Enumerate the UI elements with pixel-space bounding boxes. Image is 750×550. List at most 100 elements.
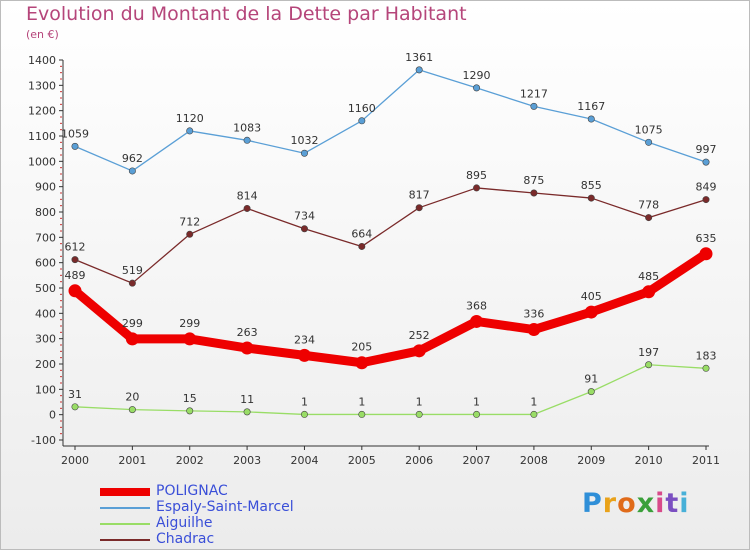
data-point bbox=[186, 230, 194, 238]
chart-subtitle: (en €) bbox=[26, 28, 59, 41]
y-minor-tick bbox=[60, 173, 62, 175]
data-label: 1160 bbox=[348, 102, 376, 115]
y-minor-tick bbox=[60, 293, 62, 295]
y-tick-label: 1400 bbox=[28, 54, 56, 67]
y-minor-tick bbox=[60, 205, 62, 207]
data-label: 1167 bbox=[577, 100, 605, 113]
x-tick-label: 2007 bbox=[463, 454, 491, 467]
data-label: 1290 bbox=[463, 69, 491, 82]
logo-letter: i bbox=[655, 488, 666, 519]
data-point bbox=[71, 142, 79, 150]
y-minor-tick bbox=[60, 141, 62, 143]
data-label: 31 bbox=[68, 388, 82, 401]
data-label: 11 bbox=[240, 393, 254, 406]
y-minor-tick bbox=[60, 116, 62, 118]
data-point bbox=[240, 341, 254, 355]
data-point bbox=[355, 356, 369, 370]
data-label: 1 bbox=[530, 395, 537, 408]
legend-label: Aiguilhe bbox=[156, 515, 213, 531]
data-point bbox=[642, 285, 656, 299]
x-tick-label: 2002 bbox=[176, 454, 204, 467]
legend-item: Chadrac bbox=[100, 531, 360, 548]
y-minor-tick bbox=[60, 179, 62, 181]
data-point bbox=[128, 406, 136, 414]
data-point bbox=[243, 408, 251, 416]
x-tick-label: 2001 bbox=[118, 454, 146, 467]
data-label: 489 bbox=[65, 269, 86, 282]
data-point bbox=[183, 332, 197, 346]
y-minor-tick bbox=[60, 274, 62, 276]
y-minor-tick bbox=[60, 78, 62, 80]
y-minor-tick bbox=[60, 344, 62, 346]
series-line-chadrac bbox=[74, 187, 707, 284]
series-line-aiguilhe bbox=[74, 364, 707, 416]
data-label: 855 bbox=[581, 179, 602, 192]
data-point bbox=[128, 279, 136, 287]
y-minor-tick bbox=[60, 325, 62, 327]
logo-letter: x bbox=[636, 488, 656, 519]
y-minor-tick bbox=[60, 350, 62, 352]
data-label: 485 bbox=[638, 270, 659, 283]
data-label: 252 bbox=[409, 329, 430, 342]
data-point bbox=[71, 403, 79, 411]
legend-item: Espaly-Saint-Marcel bbox=[100, 499, 360, 516]
y-minor-tick bbox=[60, 230, 62, 232]
data-label: 895 bbox=[466, 169, 487, 182]
data-label: 997 bbox=[696, 143, 717, 156]
series-line-espaly-saint-marcel bbox=[74, 69, 707, 172]
data-point bbox=[702, 196, 710, 204]
data-point bbox=[243, 136, 251, 144]
data-label: 20 bbox=[125, 391, 139, 404]
y-tick-label: 200 bbox=[35, 358, 56, 371]
data-label: 712 bbox=[179, 215, 200, 228]
y-tick-label: 400 bbox=[35, 307, 56, 320]
legend-swatch bbox=[100, 507, 150, 509]
data-point bbox=[645, 214, 653, 222]
data-label: 1083 bbox=[233, 121, 261, 134]
data-point bbox=[186, 407, 194, 415]
y-minor-tick bbox=[60, 382, 62, 384]
logo-letter: i bbox=[679, 488, 690, 519]
data-point bbox=[473, 184, 481, 192]
data-point bbox=[358, 117, 366, 125]
y-tick-label: 0 bbox=[49, 409, 56, 422]
y-minor-tick bbox=[60, 401, 62, 403]
data-label: 336 bbox=[523, 308, 544, 321]
data-label: 1361 bbox=[405, 51, 433, 64]
y-minor-tick bbox=[60, 300, 62, 302]
legend-swatch bbox=[100, 488, 150, 496]
y-minor-tick bbox=[60, 331, 62, 333]
data-label: 1 bbox=[301, 395, 308, 408]
y-minor-tick bbox=[60, 281, 62, 283]
y-minor-tick bbox=[60, 198, 62, 200]
y-minor-tick bbox=[60, 167, 62, 169]
data-label: 405 bbox=[581, 290, 602, 303]
data-label: 1059 bbox=[61, 127, 89, 140]
x-tick-label: 2003 bbox=[233, 454, 261, 467]
x-tick-label: 2008 bbox=[520, 454, 548, 467]
y-tick-label: 700 bbox=[35, 231, 56, 244]
data-label: 183 bbox=[696, 349, 717, 362]
y-tick-label: 1300 bbox=[28, 79, 56, 92]
data-label: 817 bbox=[409, 189, 430, 202]
legend-item: POLIGNAC bbox=[100, 483, 360, 500]
data-label: 299 bbox=[122, 317, 143, 330]
legend-label: Chadrac bbox=[156, 531, 215, 547]
data-point bbox=[300, 225, 308, 233]
data-label: 1120 bbox=[176, 112, 204, 125]
y-minor-tick bbox=[60, 407, 62, 409]
y-minor-tick bbox=[60, 224, 62, 226]
data-point bbox=[587, 194, 595, 202]
legend-label: POLIGNAC bbox=[156, 483, 228, 499]
data-point bbox=[128, 167, 136, 175]
y-minor-tick bbox=[60, 217, 62, 219]
y-tick-label: 1100 bbox=[28, 130, 56, 143]
data-label: 205 bbox=[351, 341, 372, 354]
x-tick-label: 2010 bbox=[635, 454, 663, 467]
data-label: 734 bbox=[294, 210, 315, 223]
data-label: 875 bbox=[523, 174, 544, 187]
data-point bbox=[186, 127, 194, 135]
legend: POLIGNAC Espaly-Saint-Marcel Aiguilhe Chadr… bbox=[100, 483, 360, 548]
data-point bbox=[530, 189, 538, 197]
